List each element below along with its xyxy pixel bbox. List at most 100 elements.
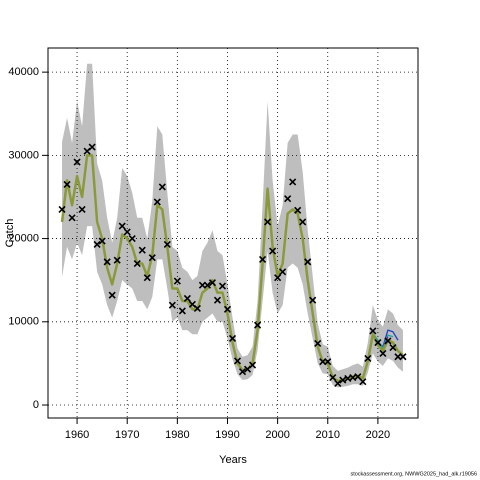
observed-point <box>153 198 161 206</box>
observed-point <box>334 379 342 387</box>
observed-point <box>299 218 307 226</box>
cross-stroke <box>103 258 111 266</box>
cross-stroke <box>218 282 227 290</box>
observed-point <box>238 368 247 376</box>
observed-point <box>203 281 211 289</box>
cross-stroke <box>128 235 136 243</box>
cross-stroke <box>173 277 181 285</box>
observed-point <box>123 228 131 236</box>
cross-stroke <box>193 304 201 313</box>
cross-stroke <box>399 353 407 361</box>
observed-point <box>339 376 347 384</box>
observed-point <box>113 256 121 264</box>
cross-stroke <box>183 294 191 303</box>
cross-stroke <box>143 274 151 282</box>
cross-stroke <box>279 268 287 276</box>
cross-stroke <box>274 274 282 282</box>
observed-point <box>279 268 287 276</box>
observed-point <box>143 274 151 282</box>
cross-stroke <box>259 255 267 263</box>
observed-point <box>289 178 297 186</box>
cross-stroke <box>208 279 217 287</box>
confidence-band <box>62 63 403 388</box>
cross-stroke <box>254 321 262 329</box>
cross-stroke <box>359 378 367 386</box>
observed-point <box>314 339 322 347</box>
cross-stroke <box>364 354 372 362</box>
cross-stroke <box>203 281 211 289</box>
observed-point <box>93 240 101 248</box>
y-tick-label: 30000 <box>8 149 39 161</box>
observed-point <box>309 296 317 304</box>
observed-point <box>218 282 227 290</box>
y-tick-label: 0 <box>33 399 39 411</box>
cross-stroke <box>374 339 382 347</box>
observed-point <box>118 222 126 230</box>
cross-stroke <box>309 296 317 304</box>
observed-point <box>269 247 277 255</box>
observed-point <box>354 373 362 381</box>
x-tick-label: 1990 <box>215 429 239 441</box>
y-tick-label: 10000 <box>8 316 39 328</box>
cross-stroke <box>264 218 272 226</box>
observed-point <box>88 143 96 151</box>
cross-stroke <box>354 373 362 381</box>
observed-point <box>399 353 407 361</box>
observed-point <box>284 195 292 203</box>
cross-stroke <box>118 222 126 230</box>
y-axis-label: Catch <box>4 219 16 248</box>
observed-point <box>168 301 176 309</box>
observed-point <box>254 321 262 329</box>
cross-stroke <box>289 178 297 186</box>
observed-point <box>384 337 392 345</box>
cross-stroke <box>168 301 176 309</box>
observed-point <box>133 259 141 268</box>
cross-stroke <box>188 300 196 308</box>
observed-point <box>324 358 332 366</box>
observed-point <box>274 274 282 282</box>
x-tick-label: 2010 <box>316 429 340 441</box>
x-tick-label: 2020 <box>366 429 390 441</box>
cross-stroke <box>339 376 347 384</box>
observed-point <box>389 344 397 352</box>
cross-stroke <box>389 344 397 352</box>
x-tick-label: 1960 <box>65 429 89 441</box>
cross-stroke <box>93 240 101 248</box>
observed-point <box>103 258 111 266</box>
cross-stroke <box>238 368 247 376</box>
observed-point <box>369 327 377 335</box>
observed-point <box>138 246 146 254</box>
cross-stroke <box>294 206 302 214</box>
cross-stroke <box>123 228 131 236</box>
observed-point <box>78 205 86 214</box>
observed-point <box>259 255 267 263</box>
cross-stroke <box>138 246 146 254</box>
cross-stroke <box>384 337 392 345</box>
cross-stroke <box>344 374 352 382</box>
observed-point <box>63 180 71 189</box>
cross-stroke <box>379 349 387 357</box>
observed-point <box>158 183 166 191</box>
observed-point <box>98 237 106 245</box>
cross-stroke <box>113 256 121 264</box>
observed-point <box>163 240 171 248</box>
cross-stroke <box>369 327 377 335</box>
observed-point <box>364 354 372 362</box>
cross-stroke <box>63 180 71 189</box>
cross-stroke <box>233 357 242 365</box>
cross-stroke <box>98 237 106 245</box>
cross-stroke <box>324 358 332 366</box>
cross-stroke <box>269 247 277 255</box>
observed-point <box>233 357 242 365</box>
cross-stroke <box>88 143 96 151</box>
y-tick-label: 40000 <box>8 66 39 78</box>
plot-frame <box>47 47 419 419</box>
y-tick-label: 20000 <box>8 232 39 244</box>
x-axis-label: Years <box>219 454 247 466</box>
observed-point <box>374 339 382 347</box>
observed-point <box>58 205 66 214</box>
cross-stroke <box>223 305 232 313</box>
observed-point <box>264 218 272 226</box>
observed-point <box>68 214 76 222</box>
